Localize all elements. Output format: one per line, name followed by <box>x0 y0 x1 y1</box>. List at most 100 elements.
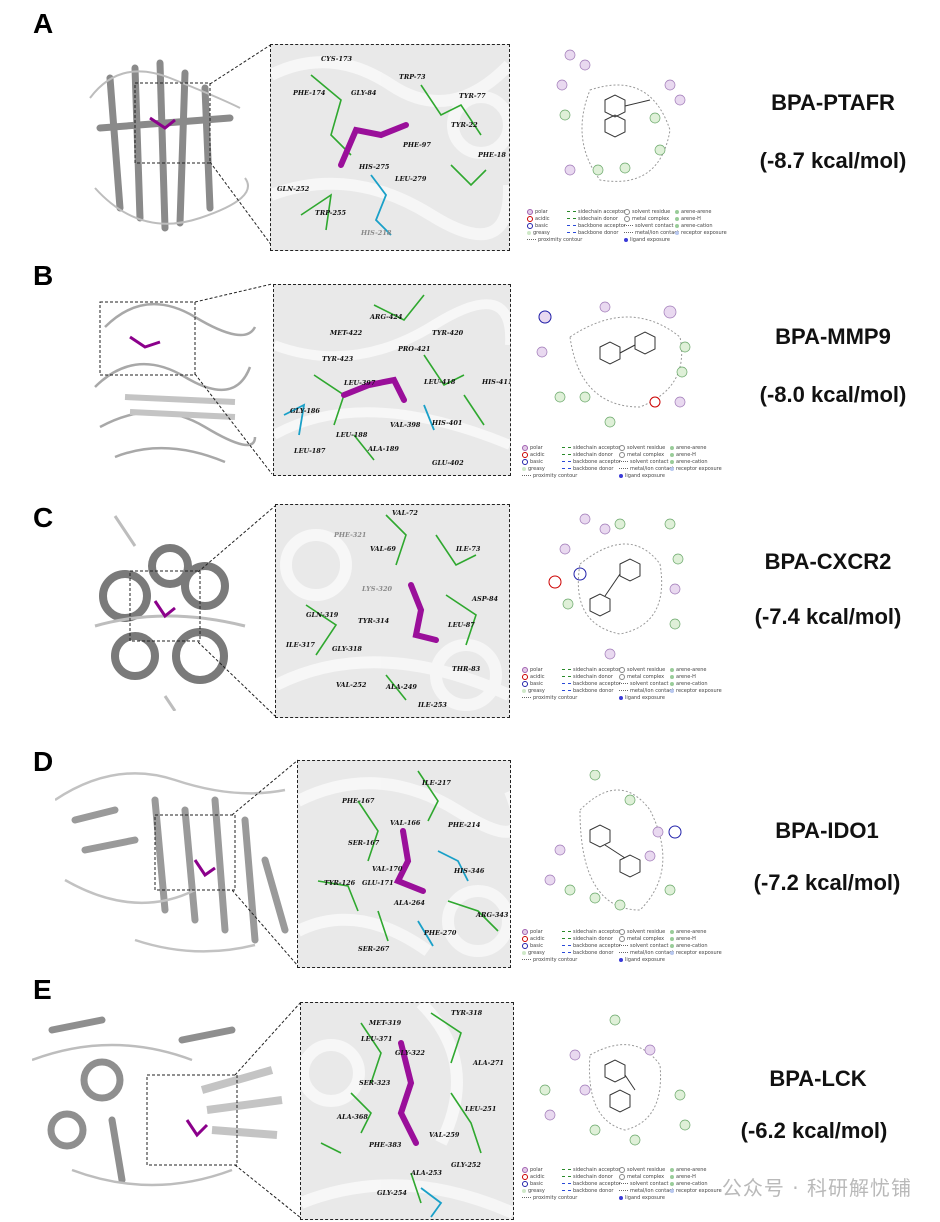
residue-label: PHE-214 <box>448 821 481 829</box>
residue-label: ALA-253 <box>411 1169 442 1177</box>
protein-structure-image <box>94 301 257 464</box>
binding-energy: (-8.7 kcal/mol) <box>759 148 907 173</box>
residue-label: TYR-318 <box>451 1009 483 1017</box>
panel-letter: C <box>33 502 54 533</box>
binding-energy: (-7.4 kcal/mol) <box>754 604 902 629</box>
residue-label: PHE-383 <box>369 1141 402 1149</box>
panel-d: D ILE-217 PHE-167 VAL-166 PHE-214 SER-16… <box>0 740 940 970</box>
residue-label: VAL-69 <box>370 545 396 553</box>
binding-energy: (-8.0 kcal/mol) <box>759 382 907 407</box>
residue-label: ARG-343 <box>476 911 509 919</box>
panel-c: C VAL-72 PHE-321 VAL-69 ILE-73 LYS-320 A… <box>0 494 940 724</box>
residue-label: GLN-319 <box>306 611 339 619</box>
ligand-interaction-2d-diagram <box>556 49 686 182</box>
residue-label: ILE-73 <box>456 545 481 553</box>
residue-label: ALA-249 <box>386 683 417 691</box>
ligand-interaction-2d-diagram <box>539 1014 691 1146</box>
residue-label: CYS-173 <box>321 55 353 63</box>
interaction-legend: polar acidic basic greasy proximity cont… <box>522 1166 722 1206</box>
residue-label: HIS-411 <box>482 378 511 386</box>
residue-label: GLY-322 <box>395 1049 425 1057</box>
binding-site-render <box>276 514 509 711</box>
panel-letter: A <box>33 8 54 39</box>
residue-label: ALA-264 <box>394 899 425 907</box>
residue-label: ALA-271 <box>473 1059 504 1067</box>
ligand-interaction-2d-diagram <box>536 301 691 428</box>
protein-structure-image <box>32 1016 283 1187</box>
complex-title: BPA-CXCR2 <box>764 549 892 574</box>
zoom-connector-lines <box>210 43 273 247</box>
panel-letter: D <box>33 746 54 777</box>
residue-label: ASP-84 <box>472 595 499 603</box>
binding-site-zoom: VAL-72 PHE-321 VAL-69 ILE-73 LYS-320 ASP… <box>275 504 510 718</box>
residue-label: VAL-72 <box>392 509 418 517</box>
residue-label: GLU-171 <box>362 879 394 887</box>
binding-site-render <box>271 56 509 241</box>
residue-label: MET-319 <box>369 1019 402 1027</box>
binding-site-render <box>298 770 510 957</box>
residue-label: VAL-166 <box>390 819 421 827</box>
residue-label: VAL-259 <box>429 1131 460 1139</box>
residue-label: PRO-421 <box>398 345 431 353</box>
interaction-legend: polar acidic basic greasy proximity cont… <box>522 666 722 706</box>
residue-label: VAL-170 <box>372 865 403 873</box>
residue-label: PHE-167 <box>342 797 375 805</box>
residue-label: SER-323 <box>359 1079 391 1087</box>
residue-label: ILE-217 <box>422 779 451 787</box>
residue-label: PHE-321 <box>334 531 367 539</box>
residue-label: HIS-275 <box>359 163 390 171</box>
residue-label: HIS-401 <box>432 419 463 427</box>
complex-title: BPA-LCK <box>769 1066 867 1091</box>
ligand-interaction-2d-diagram <box>544 770 682 911</box>
residue-label: SER-267 <box>358 945 390 953</box>
residue-label: LEU-371 <box>361 1035 393 1043</box>
residue-label: GLY-252 <box>451 1161 481 1169</box>
residue-label: HIS-218 <box>361 229 392 237</box>
interaction-legend: polar acidic basic greasy proximity cont… <box>522 928 722 968</box>
binding-energy: (-7.2 kcal/mol) <box>753 870 901 895</box>
interaction-legend: polar acidic basic greasy proximity cont… <box>522 444 722 484</box>
residue-label: TYR-22 <box>451 121 478 129</box>
residue-label: PHE-18 <box>478 151 506 159</box>
residue-label: TRP-255 <box>315 209 347 217</box>
binding-site-render <box>274 294 510 461</box>
residue-label: TYR-420 <box>432 329 464 337</box>
residue-label: TYR-423 <box>322 355 354 363</box>
complex-title: BPA-PTAFR <box>771 90 895 115</box>
residue-label: GLY-254 <box>377 1189 407 1197</box>
binding-site-zoom: ARG-424 MET-422 TYR-420 PRO-421 TYR-423 … <box>273 284 511 476</box>
residue-label: GLN-252 <box>277 185 310 193</box>
residue-label: LEU-279 <box>395 175 427 183</box>
zoom-connector-lines <box>232 759 299 967</box>
residue-label: LEU-87 <box>448 621 475 629</box>
residue-label: ILE-317 <box>286 641 315 649</box>
residue-label: VAL-252 <box>336 681 367 689</box>
residue-label: LEU-251 <box>465 1105 497 1113</box>
interaction-legend: polar acidic basic greasy proximity cont… <box>527 208 727 248</box>
panel-letter: E <box>33 974 52 1005</box>
zoom-connector-lines <box>195 283 273 475</box>
residue-label: VAL-398 <box>390 421 421 429</box>
residue-label: ILE-253 <box>418 701 447 709</box>
binding-site-zoom: TYR-318 MET-319 LEU-371 GLY-322 ALA-271 … <box>300 1002 514 1220</box>
protein-structure-image <box>55 772 289 953</box>
residue-label: PHE-174 <box>293 89 326 97</box>
zoom-connector-lines <box>235 1001 302 1219</box>
residue-label: LEU-397 <box>344 379 376 387</box>
residue-label: SER-167 <box>348 839 380 847</box>
residue-label: TYR-314 <box>358 617 390 625</box>
residue-label: MET-422 <box>330 329 363 337</box>
residue-label: ALA-368 <box>337 1113 368 1121</box>
residue-label: ARG-424 <box>370 313 403 321</box>
residue-label: PHE-97 <box>403 141 431 149</box>
watermark-text: 公众号 · 科研解忧铺 <box>721 1176 912 1200</box>
residue-label: THR-83 <box>452 665 481 673</box>
residue-label: GLU-402 <box>432 459 464 467</box>
panel-e: E TYR-318 MET-319 LEU-371 GLY-322 ALA-27… <box>0 970 940 1222</box>
zoom-connector-lines <box>198 505 276 717</box>
protein-structure-image <box>94 515 246 711</box>
binding-site-zoom: CYS-173 PHE-174 GLY-84 TRP-73 TYR-77 TYR… <box>270 44 510 251</box>
panel-a: A CYS-173 PHE-174 GLY-84 TRP- <box>0 0 940 251</box>
residue-label: LEU-188 <box>336 431 368 439</box>
residue-label: LYS-320 <box>362 585 392 593</box>
